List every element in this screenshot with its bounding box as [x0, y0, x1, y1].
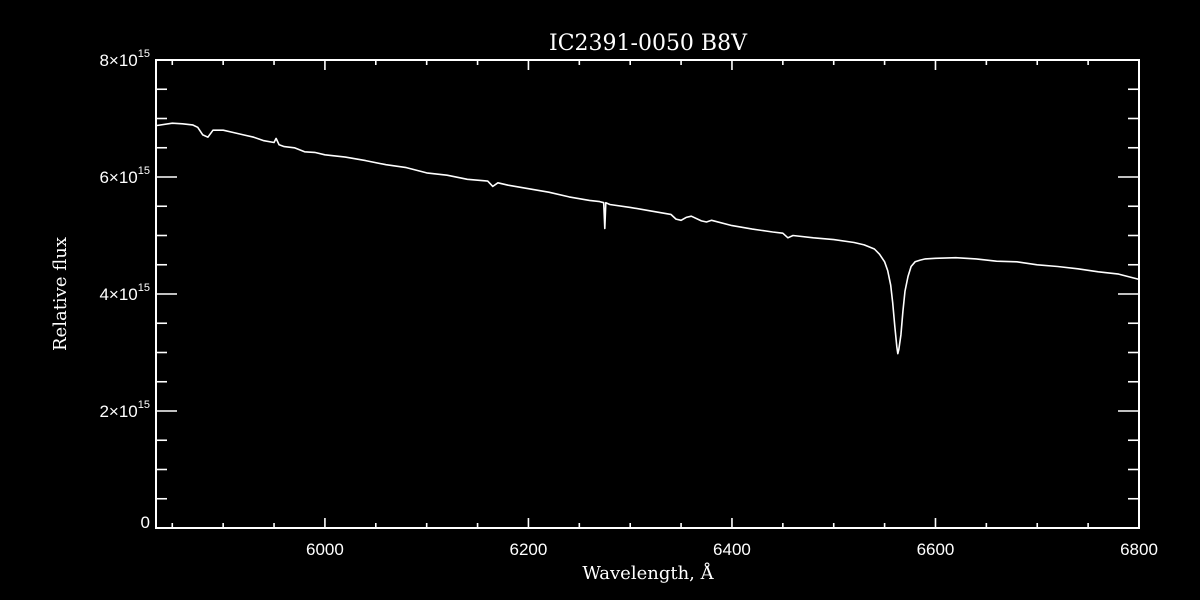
y-tick-label: 2×1015: [99, 399, 150, 421]
y-tick-label: 6×1015: [99, 165, 150, 187]
y-tick-mantissa: 0: [141, 513, 150, 532]
y-axis-label: Relative flux: [50, 237, 71, 351]
y-tick-label: 4×1015: [99, 282, 150, 304]
x-tick-label: 6000: [306, 540, 344, 559]
y-tick-mantissa: 6×10: [99, 168, 137, 187]
x-tick-label: 6800: [1120, 540, 1158, 559]
x-tick-label: 6400: [713, 540, 751, 559]
y-tick-mantissa: 2×10: [99, 402, 137, 421]
x-tick-label: 6200: [510, 540, 548, 559]
y-tick-mantissa: 8×10: [99, 51, 137, 70]
tick-labels: 6000 6200 6400 6600 680002×10154×10156×10158…: [99, 48, 1157, 559]
y-tick-exponent: 15: [138, 282, 150, 294]
axis-ticks: [156, 59, 1140, 529]
x-axis-label: Wavelength, Å: [582, 562, 714, 584]
y-tick-label: 0: [141, 513, 150, 532]
x-tick-label: 6600: [917, 540, 955, 559]
y-tick-mantissa: 4×10: [99, 285, 137, 304]
y-tick-exponent: 15: [138, 399, 150, 411]
chart-title: IC2391-0050 B8V: [549, 31, 748, 56]
y-tick-exponent: 15: [138, 165, 150, 177]
y-tick-exponent: 15: [138, 48, 150, 60]
spectrum-line: [156, 122, 1140, 355]
y-tick-label: 8×1015: [99, 48, 150, 70]
